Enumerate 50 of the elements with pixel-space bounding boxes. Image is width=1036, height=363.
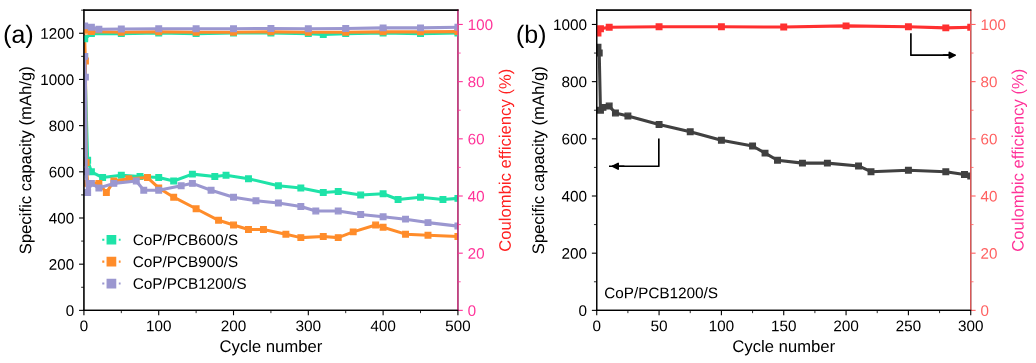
y2-tick-label: 80	[981, 76, 997, 88]
x-axis-title: Cycle number	[220, 339, 323, 356]
annotation: CoP/PCB1200/S	[604, 287, 718, 299]
text: (a)	[4, 24, 33, 49]
y2-tick-label: 20	[981, 248, 997, 259]
y-tick-label: 400	[561, 190, 587, 202]
x-tick-label: 400	[370, 320, 396, 332]
y-tick-label: 1000	[554, 19, 587, 31]
y-axis-title: Specific capacity (mAh/g)	[531, 67, 548, 254]
y2-tick-label: 40	[980, 190, 997, 202]
y-tick-label: 1200	[41, 28, 74, 39]
y2-tick-label: 0	[468, 305, 476, 317]
y2-tick-label: 40	[467, 190, 485, 202]
y2-tick-label: 60	[468, 133, 485, 145]
y-tick-label: 0	[579, 305, 587, 317]
x-tick-label: 0	[593, 320, 601, 332]
x-tick-label: 500	[445, 320, 471, 332]
y-tick-label: 800	[49, 120, 74, 132]
x-tick-label: 250	[896, 320, 921, 332]
y2-axis-title: Coulombic efficiency (%)	[1011, 69, 1028, 251]
x-tick-label: 200	[834, 320, 859, 332]
y-tick-label: 1000	[41, 74, 74, 86]
x-tick-label: 100	[709, 320, 734, 332]
y-tick-label: 400	[49, 212, 74, 224]
x-tick-label: 100	[147, 320, 171, 332]
x-tick-label: 50	[651, 320, 667, 332]
text: (b)	[517, 24, 545, 49]
x-tick-label: 300	[958, 320, 983, 332]
x-tick-label: 200	[221, 320, 246, 332]
y2-tick-label: 100	[981, 19, 1006, 31]
y2-tick-label: 100	[468, 19, 493, 31]
y2-axis-title: Coulombic efficiency (%)	[498, 69, 515, 251]
legend-label: CoP/PCB900/S	[133, 255, 238, 268]
legend-label: CoP/PCB1200/S	[133, 277, 246, 290]
y2-tick-label: 20	[468, 248, 485, 259]
y-tick-label: 800	[562, 76, 587, 88]
x-tick-label: 0	[80, 320, 88, 332]
y-tick-label: 200	[49, 259, 74, 270]
y-axis-title: Specific capacity (mAh/g)	[19, 67, 35, 254]
x-tick-label: 150	[772, 320, 796, 332]
x-axis-title: Cycle number	[733, 339, 835, 356]
legend-label: CoP/PCB600/S	[133, 234, 238, 246]
y-tick-label: 600	[562, 133, 587, 145]
y-tick-label: 0	[66, 305, 74, 317]
y-tick-label: 600	[49, 166, 74, 178]
y2-tick-label: 60	[981, 133, 997, 145]
y2-tick-label: 80	[468, 76, 485, 88]
y-tick-label: 200	[562, 248, 587, 259]
x-tick-label: 300	[296, 320, 321, 332]
y2-tick-label: 0	[981, 305, 989, 317]
